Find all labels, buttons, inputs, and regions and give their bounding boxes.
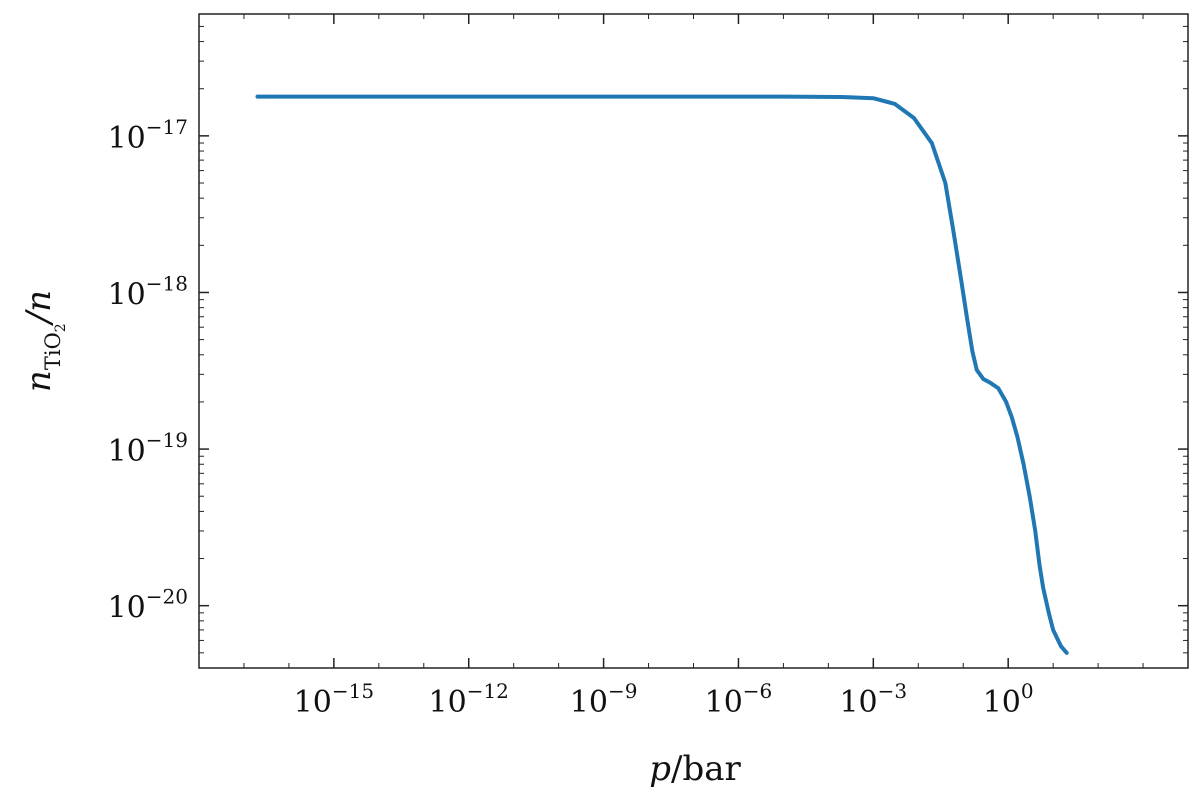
y-axis-label: nTiO2/n: [19, 290, 69, 392]
y-tick-label: 10−18: [108, 271, 188, 312]
x-tick-label: 10−9: [570, 679, 638, 720]
x-tick-label: 10−12: [429, 679, 509, 720]
x-tick-label: 10−3: [839, 679, 907, 720]
x-tick-labels: 10−15 10−12 10−9 10−6 10−3 100: [294, 679, 1034, 720]
y-tick-label: 10−17: [108, 115, 188, 156]
x-tick-label: 10−15: [294, 679, 374, 720]
x-axis-label: p/bar: [649, 749, 741, 789]
y-tick-label: 10−19: [108, 428, 188, 469]
series-line: [255, 94, 1069, 655]
y-tick-label: 10−20: [108, 585, 188, 626]
x-tick-label: 10−6: [705, 679, 773, 720]
plot-frame: [198, 13, 1189, 669]
major-ticks: [199, 14, 1188, 668]
x-tick-label: 100: [983, 679, 1034, 720]
y-tick-labels: 10−17 10−18 10−19 10−20: [108, 115, 188, 626]
